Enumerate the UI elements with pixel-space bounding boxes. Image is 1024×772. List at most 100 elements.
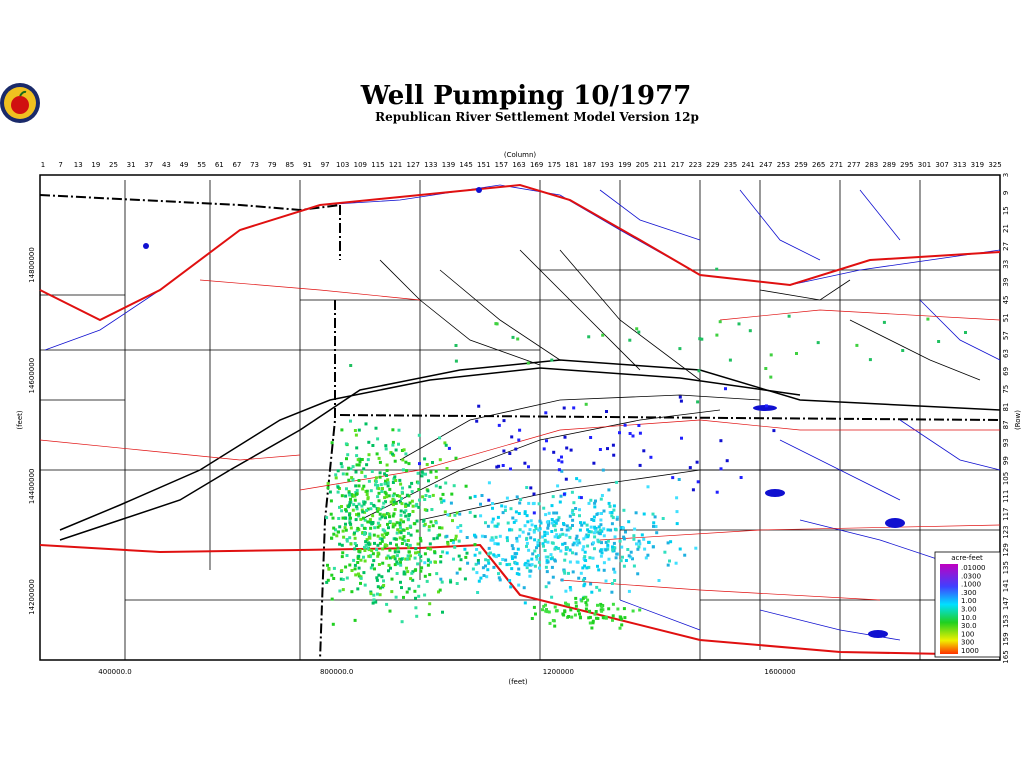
- well-cell: [428, 602, 432, 606]
- well-cell: [338, 589, 342, 593]
- well-cell: [341, 529, 345, 533]
- well-cell: [517, 438, 521, 442]
- well-cell: [631, 557, 634, 561]
- well-cell: [612, 453, 616, 457]
- well-cell: [503, 509, 507, 512]
- well-cell: [364, 543, 368, 547]
- well-cell: [567, 571, 570, 575]
- well-cell: [351, 465, 355, 469]
- well-cell: [357, 502, 361, 506]
- well-cell: [376, 484, 380, 487]
- well-cell: [425, 463, 429, 466]
- well-cell: [370, 549, 374, 553]
- well-cell: [438, 526, 442, 530]
- well-cell: [376, 534, 380, 538]
- legend-label: .01000: [961, 564, 986, 572]
- well-cell: [345, 487, 348, 491]
- column-tick-label: 55: [197, 161, 206, 169]
- well-cell: [574, 537, 578, 541]
- well-cell: [409, 554, 412, 558]
- well-cell: [587, 616, 591, 620]
- well-cell: [371, 563, 374, 567]
- legend-label: 10.0: [961, 614, 977, 622]
- well-cell: [363, 545, 366, 549]
- well-cell: [427, 525, 431, 529]
- well-cell: [627, 554, 631, 558]
- well-cell: [600, 551, 604, 555]
- well-cell: [375, 576, 379, 580]
- well-cell: [551, 575, 555, 579]
- well-cell: [678, 347, 682, 351]
- well-cell: [399, 482, 403, 486]
- well-cell: [575, 539, 579, 543]
- well-cell: [592, 531, 596, 535]
- well-cell: [698, 337, 702, 341]
- well-cell: [509, 467, 512, 471]
- well-cell: [576, 560, 580, 564]
- well-cell: [355, 454, 359, 458]
- well-cell: [503, 505, 507, 509]
- well-cell: [362, 571, 366, 575]
- well-cell: [477, 579, 481, 583]
- column-tick-label: 151: [477, 161, 490, 169]
- well-cell: [901, 349, 905, 352]
- well-cell: [595, 585, 599, 589]
- well-cell: [619, 615, 623, 619]
- well-cell: [449, 501, 453, 505]
- well-cell: [590, 518, 594, 521]
- well-cell: [553, 547, 557, 551]
- well-cell: [631, 609, 635, 613]
- well-cell: [369, 526, 373, 530]
- well-cell: [353, 531, 356, 535]
- well-cell: [543, 530, 547, 534]
- well-cell: [351, 508, 355, 512]
- well-cell: [449, 578, 452, 582]
- well-cell: [560, 528, 564, 532]
- column-tick-label: 289: [883, 161, 896, 169]
- well-cell: [528, 528, 532, 532]
- well-cell: [546, 526, 550, 530]
- well-cell: [381, 505, 385, 509]
- well-cell: [389, 556, 392, 560]
- well-cell: [542, 604, 546, 608]
- well-cell: [378, 517, 382, 521]
- well-cell: [373, 541, 376, 545]
- well-cell: [646, 485, 650, 489]
- well-cell: [367, 554, 371, 558]
- well-cell: [718, 320, 722, 324]
- well-cell: [441, 550, 445, 554]
- well-cell: [378, 471, 382, 475]
- well-cell: [344, 528, 348, 532]
- well-cell: [417, 553, 421, 557]
- y-feet-tick-label: 14800000: [28, 247, 36, 283]
- y-feet-tick-label: 14600000: [28, 358, 36, 394]
- well-cell: [376, 592, 379, 596]
- well-cell: [583, 555, 587, 559]
- well-cell: [538, 566, 541, 570]
- well-cell: [344, 522, 347, 526]
- well-cell: [438, 436, 442, 440]
- well-cell: [389, 500, 393, 504]
- well-cell: [562, 522, 565, 525]
- well-cell: [536, 544, 540, 548]
- well-cell: [748, 329, 752, 333]
- well-cell: [354, 518, 358, 522]
- well-cell: [417, 594, 421, 598]
- well-cell: [417, 433, 421, 437]
- well-cell: [611, 602, 615, 606]
- well-cell: [604, 540, 608, 544]
- row-tick-label: 75: [1002, 385, 1010, 394]
- well-cell: [454, 359, 458, 363]
- well-cell: [429, 520, 433, 524]
- well-cell: [405, 527, 409, 531]
- well-cell: [544, 513, 548, 517]
- well-cell: [330, 573, 334, 577]
- well-cell: [445, 551, 449, 555]
- well-cell: [371, 444, 375, 447]
- well-cell: [493, 524, 497, 528]
- well-cell: [465, 536, 469, 539]
- well-cell: [388, 520, 392, 524]
- row-tick-label: 27: [1002, 242, 1010, 251]
- well-cell: [557, 458, 561, 462]
- well-cell: [598, 588, 602, 592]
